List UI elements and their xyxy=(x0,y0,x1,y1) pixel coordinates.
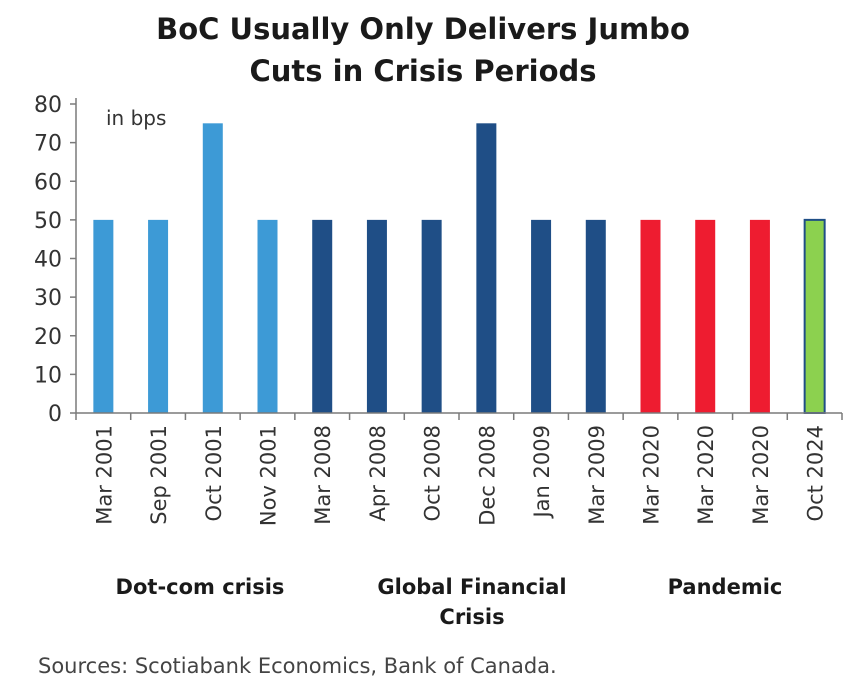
x-tick-label: Mar 2020 xyxy=(694,425,718,525)
bar-13 xyxy=(749,219,770,413)
x-tick-label: Oct 2024 xyxy=(804,425,828,521)
x-tick-label: Nov 2001 xyxy=(257,425,281,526)
group-label-gfc-line-1: Global Financial xyxy=(377,575,567,599)
x-tick-label: Jan 2009 xyxy=(530,425,554,520)
unit-label: in bps xyxy=(106,106,166,130)
y-tick-label: 20 xyxy=(34,325,62,350)
y-tick-label: 60 xyxy=(34,170,62,195)
x-tick-label: Mar 2020 xyxy=(749,425,773,525)
chart-title: BoC Usually Only Delivers Jumbo Cuts in … xyxy=(0,8,846,92)
bar-4 xyxy=(257,219,278,413)
bar-10 xyxy=(585,219,606,413)
x-tick-label: Mar 2001 xyxy=(92,425,116,525)
bar-8 xyxy=(476,123,497,413)
x-tick-label: Apr 2008 xyxy=(366,425,390,521)
x-tick-label: Mar 2008 xyxy=(311,425,335,525)
title-line-1: BoC Usually Only Delivers Jumbo xyxy=(156,12,690,46)
x-tick-label: Mar 2009 xyxy=(585,425,609,525)
y-tick-label: 10 xyxy=(34,363,62,388)
bar-3 xyxy=(202,123,223,413)
y-tick-label: 50 xyxy=(34,209,62,234)
bar-12 xyxy=(695,219,716,413)
y-tick-label: 0 xyxy=(48,402,62,427)
x-tick-label: Oct 2001 xyxy=(202,425,226,521)
x-tick-label: Dec 2008 xyxy=(475,425,499,526)
bar-14 xyxy=(803,218,826,414)
y-tick-label: 30 xyxy=(34,286,62,311)
bar-2 xyxy=(148,219,169,413)
y-tick-label: 80 xyxy=(34,93,62,118)
bar-11 xyxy=(640,219,661,413)
source-note: Sources: Scotiabank Economics, Bank of C… xyxy=(38,654,557,678)
group-label-pandemic: Pandemic xyxy=(667,575,783,599)
group-label-gfc: Global Financial Crisis xyxy=(332,572,612,632)
bar-1 xyxy=(93,219,114,413)
y-tick-label: 40 xyxy=(34,248,62,273)
x-tick-label: Mar 2020 xyxy=(640,425,664,525)
x-tick-label: Sep 2001 xyxy=(147,425,171,525)
bar-6 xyxy=(366,219,387,413)
bar-9 xyxy=(531,219,552,413)
title-line-2: Cuts in Crisis Periods xyxy=(249,54,597,88)
bar-7 xyxy=(421,219,442,413)
group-label-gfc-line-2: Crisis xyxy=(439,605,505,629)
bar-5 xyxy=(312,219,333,413)
y-tick-label: 70 xyxy=(34,132,62,157)
group-label-dotcom: Dot-com crisis xyxy=(115,575,285,599)
x-tick-label: Oct 2008 xyxy=(421,425,445,521)
